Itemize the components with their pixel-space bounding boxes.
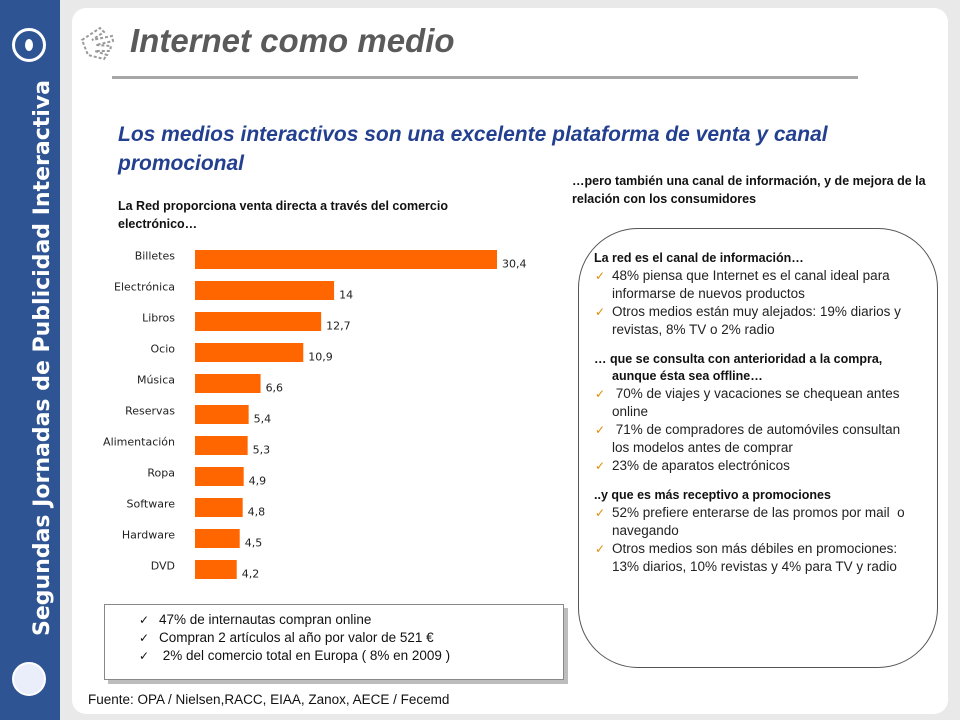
panel-item-text: Otros medios están muy alejados: 19% dia…: [612, 304, 901, 337]
panel-item-text: 70% de viajes y vacaciones se chequean a…: [612, 386, 904, 419]
check-icon: ✓: [595, 542, 606, 556]
category-label: Software: [127, 498, 176, 511]
stats-box: ✓ 47% de internautas compran online ✓ Comp…: [104, 604, 564, 680]
check-icon: ✓: [595, 506, 606, 520]
bar: [195, 281, 335, 300]
panel-item-text: 23% de aparatos electrónicos: [612, 458, 790, 473]
bar: [195, 250, 497, 269]
info-panel-content: La red es el canal de información… ✓ 48% …: [594, 250, 914, 576]
check-icon: ✓: [595, 423, 606, 437]
panel-item: ✓ Otros medios son más débiles en promoci…: [594, 540, 914, 576]
check-icon: ✓: [595, 387, 606, 401]
section-heading: ..y que es más receptivo a promociones: [594, 488, 831, 502]
stats-item: ✓ 2% del comercio total en Europa ( 8% e…: [139, 647, 563, 665]
stats-item-text: 47% de internautas compran online: [159, 612, 372, 627]
value-label: 14: [339, 289, 353, 302]
section-heading: … que se consulta con anterioridad a la …: [594, 352, 883, 383]
panel-item-text: 48% piensa que Internet es el canal idea…: [612, 268, 890, 301]
chart-caption: La Red proporciona venta directa a travé…: [118, 199, 448, 231]
check-icon: ✓: [595, 269, 606, 283]
bar: [195, 343, 304, 362]
category-label: Reservas: [125, 405, 175, 418]
stats-item: ✓ 47% de internautas compran online: [139, 611, 563, 629]
category-label: Hardware: [122, 529, 175, 542]
panel-item: ✓ Otros medios están muy alejados: 19% di…: [594, 303, 914, 339]
title-divider: [112, 76, 858, 79]
value-label: 5,3: [253, 444, 270, 457]
panel-item: ✓ 52% prefiere enterarse de las promos po…: [594, 504, 914, 540]
value-label: 6,6: [266, 382, 284, 395]
check-icon: ✓: [139, 613, 150, 627]
bar: [195, 498, 243, 517]
stats-item: ✓ Compran 2 artículos al año por valor de…: [139, 629, 563, 647]
value-label: 30,4: [502, 258, 527, 271]
panel-item-text: 52% prefiere enterarse de las promos por…: [612, 505, 909, 538]
footer-logo-icon: [12, 662, 46, 696]
info-panel: [578, 228, 938, 668]
sidebar: Segundas Jornadas de Publicidad Interact…: [0, 0, 60, 720]
source-note: Fuente: OPA / Nielsen,RACC, EIAA, Zanox,…: [88, 692, 450, 707]
check-icon: ✓: [595, 305, 606, 319]
section-heading: La red es el canal de información…: [594, 251, 804, 265]
category-label: DVD: [151, 560, 175, 573]
category-label: Billetes: [135, 250, 176, 263]
panel-item-text: Otros medios son más débiles en promocio…: [612, 541, 898, 574]
pointing-hand-icon: [80, 26, 115, 61]
category-label: Ocio: [151, 343, 176, 356]
bar: [195, 312, 322, 331]
panel-item: ✓ 48% piensa que Internet es el canal ide…: [594, 267, 914, 303]
bar: [195, 467, 244, 486]
bar: [195, 560, 237, 579]
value-label: 4,9: [249, 475, 266, 488]
check-icon: ✓: [595, 459, 606, 473]
value-label: 4,2: [242, 568, 260, 581]
value-label: 5,4: [254, 413, 271, 426]
value-label: 12,7: [326, 320, 351, 333]
eye-logo-icon: [12, 28, 46, 62]
bar: [195, 405, 249, 424]
slide-subtitle: Los medios interactivos son una excelent…: [118, 123, 828, 175]
ecommerce-bar-chart: Billetes 30,4 Electrónica 14 Libros 12,7 Ocio 1…: [103, 250, 527, 581]
bar: [195, 374, 261, 393]
value-label: 10,9: [308, 351, 333, 364]
category-label: Ropa: [147, 467, 175, 480]
category-label: Electrónica: [114, 281, 175, 294]
check-icon: ✓: [139, 649, 150, 663]
panel-item: ✓ 23% de aparatos electrónicos: [594, 457, 914, 475]
bar: [195, 529, 240, 548]
page-title: Internet como medio: [130, 22, 455, 59]
bar: [195, 436, 248, 455]
category-label: Alimentación: [103, 436, 175, 449]
panel-caption: …pero también una canal de información, …: [572, 174, 926, 206]
stats-item-text: 2% del comercio total en Europa ( 8% en …: [159, 648, 451, 663]
value-label: 4,5: [245, 537, 263, 550]
panel-item: ✓ 71% de compradores de automóviles cons…: [594, 421, 914, 457]
sidebar-title: Segundas Jornadas de Publicidad Interact…: [30, 80, 55, 636]
stats-item-text: Compran 2 artículos al año por valor de …: [159, 630, 434, 645]
category-label: Libros: [142, 312, 175, 325]
category-label: Música: [137, 374, 175, 387]
panel-item-text: 71% de compradores de automóviles consul…: [612, 422, 904, 455]
check-icon: ✓: [139, 631, 150, 645]
value-label: 4,8: [248, 506, 266, 519]
panel-item: ✓ 70% de viajes y vacaciones se chequean…: [594, 385, 914, 421]
